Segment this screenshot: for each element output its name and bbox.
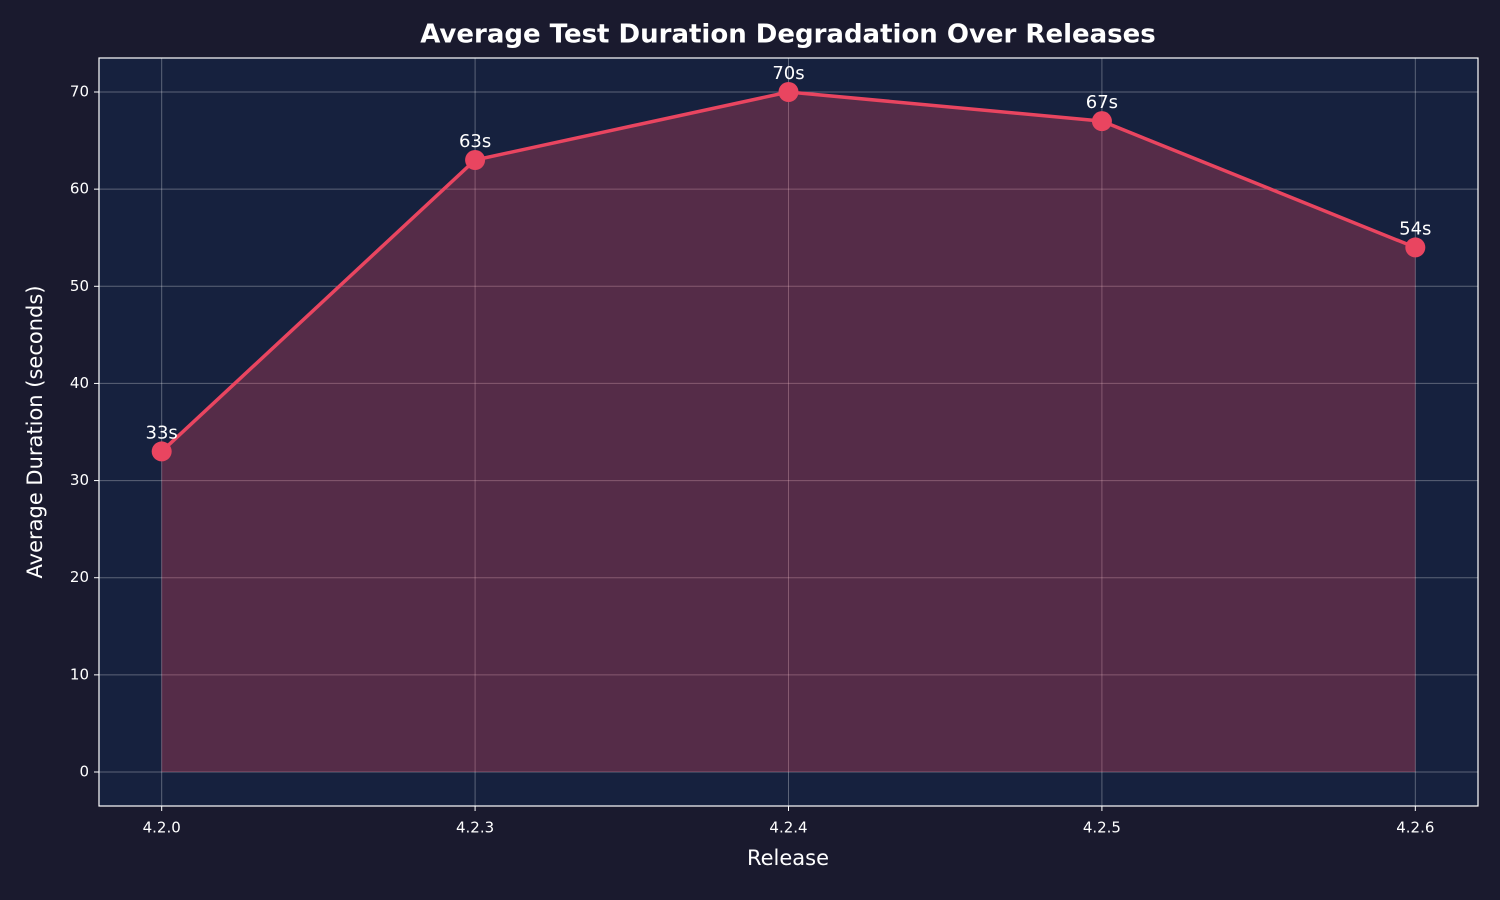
x-tick-label: 4.2.4 [769,819,807,837]
y-tick-label: 60 [70,180,89,198]
value-label: 67s [1086,92,1118,113]
plot-frame [98,57,1479,807]
x-tick-label: 4.2.3 [456,819,494,837]
value-label: 33s [146,422,178,443]
point [1091,111,1112,132]
y-tick-label: 0 [79,763,89,781]
y-tick-label: 20 [70,568,89,586]
x-tick-label: 4.2.0 [143,819,181,837]
y-tick-label: 50 [70,277,89,295]
y-tick-label: 30 [70,471,89,489]
plot-area [99,58,1478,806]
y-axis-label: Average Duration (seconds) [23,285,47,578]
value-label: 54s [1399,218,1431,239]
point [465,150,486,170]
point [1405,237,1426,258]
y-tick-label: 10 [70,665,89,683]
point [778,82,799,102]
value-label: 70s [772,63,804,84]
x-tick-label: 4.2.6 [1396,819,1434,837]
y-tick-label: 40 [70,374,89,392]
point [151,441,172,462]
x-tick-label: 4.2.5 [1083,819,1121,837]
value-label: 63s [459,131,491,152]
chart-title: Average Test Duration Degradation Over R… [420,20,1156,50]
x-axis-label: Release [747,846,829,870]
area [161,92,1416,772]
y-tick-label: 70 [70,83,89,101]
